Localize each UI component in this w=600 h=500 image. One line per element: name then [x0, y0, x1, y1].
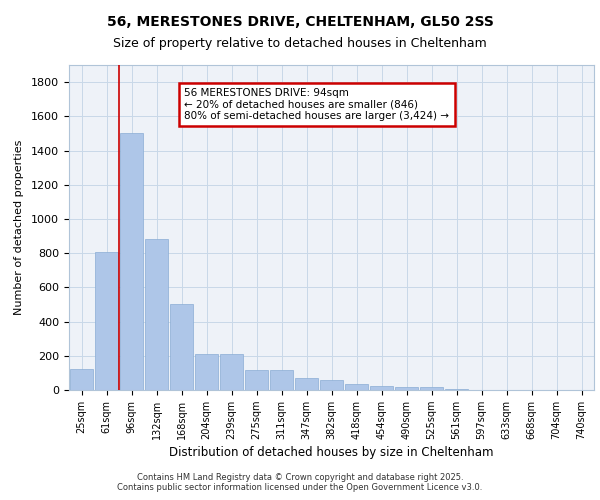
- Bar: [320, 380, 343, 390]
- Bar: [270, 370, 293, 390]
- Text: Contains HM Land Registry data © Crown copyright and database right 2025.
Contai: Contains HM Land Registry data © Crown c…: [118, 473, 482, 492]
- Bar: [70, 368, 93, 390]
- Bar: [445, 389, 468, 390]
- Y-axis label: Number of detached properties: Number of detached properties: [14, 140, 24, 315]
- Bar: [220, 354, 243, 390]
- Bar: [370, 386, 393, 390]
- Bar: [195, 354, 218, 390]
- Bar: [245, 370, 268, 390]
- X-axis label: Distribution of detached houses by size in Cheltenham: Distribution of detached houses by size …: [169, 446, 494, 459]
- Bar: [120, 134, 143, 390]
- Text: 56, MERESTONES DRIVE, CHELTENHAM, GL50 2SS: 56, MERESTONES DRIVE, CHELTENHAM, GL50 2…: [107, 15, 493, 29]
- Text: 56 MERESTONES DRIVE: 94sqm
← 20% of detached houses are smaller (846)
80% of sem: 56 MERESTONES DRIVE: 94sqm ← 20% of deta…: [185, 88, 449, 121]
- Bar: [145, 240, 168, 390]
- Text: Size of property relative to detached houses in Cheltenham: Size of property relative to detached ho…: [113, 38, 487, 51]
- Bar: [95, 252, 118, 390]
- Bar: [170, 304, 193, 390]
- Bar: [420, 386, 443, 390]
- Bar: [295, 378, 318, 390]
- Bar: [345, 384, 368, 390]
- Bar: [395, 386, 418, 390]
